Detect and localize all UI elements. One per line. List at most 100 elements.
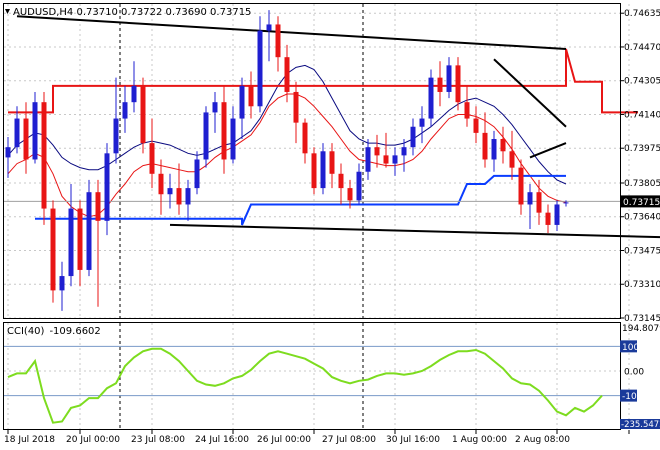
cci-title: CCI(40) -109.6602 (7, 326, 101, 337)
trendline (529, 142, 567, 159)
candle-body (32, 102, 38, 160)
cci-level-badge (620, 389, 637, 402)
candle-body (428, 77, 434, 119)
time-axis: 18 Jul 2018 20 Jul 00:00 23 Jul 08:00 24 Ju… (4, 430, 630, 445)
candle-body (23, 118, 29, 160)
candle-body (446, 65, 452, 92)
candle-body (113, 118, 119, 154)
cci-level-badge (620, 340, 637, 353)
candle-body (320, 151, 326, 189)
candle-body (365, 147, 371, 172)
candle-body (545, 212, 551, 225)
candle-body (509, 151, 515, 168)
candle-body (293, 91, 299, 123)
collapse-triangle-icon[interactable] (5, 9, 10, 14)
cci-level-label: -100 (622, 392, 643, 402)
candle-body (212, 102, 218, 113)
candle-body (194, 159, 200, 189)
cci-line (7, 347, 603, 424)
candle-body (248, 85, 254, 107)
trendline (493, 58, 567, 128)
price-tick-label: 0.74305 (624, 77, 660, 87)
price-tick-label: 0.73975 (624, 144, 660, 154)
candle-body (203, 112, 209, 160)
candle-body (50, 208, 56, 291)
cci-panel (4, 345, 620, 424)
time-tick-label: 2 Aug 08:00 (515, 435, 570, 445)
trendline (16, 15, 567, 51)
candle-body (77, 208, 83, 270)
candle-body (221, 102, 227, 160)
fractal-up-line (8, 48, 638, 114)
main-plot-frame (3, 3, 621, 319)
fractal-down-line (35, 174, 566, 226)
candle-body (392, 155, 398, 164)
cci-top-label: 194.8079 (622, 324, 660, 334)
candle-body (149, 143, 155, 174)
candle-body (518, 167, 524, 205)
candle-body (122, 102, 128, 119)
cci-level-label: 100 (622, 343, 639, 353)
price-tick-label: 0.73310 (624, 280, 660, 290)
candle-body (374, 147, 380, 156)
time-tick-label: 20 Jul 00:00 (66, 435, 120, 445)
candle-body (275, 24, 281, 58)
cci-plot-frame (3, 322, 621, 430)
cci-bottom-label: -235.5472 (621, 420, 660, 430)
time-tick-label: 27 Jul 08:00 (322, 435, 376, 445)
cci-bottom-badge (620, 419, 660, 429)
candle-body (104, 153, 110, 221)
time-tick-label: 1 Aug 00:00 (452, 435, 507, 445)
candle-body (14, 118, 20, 148)
trendline (169, 223, 660, 239)
candle-body (383, 155, 389, 164)
candle-body (356, 171, 362, 201)
candle-body (176, 188, 182, 205)
candle-body (410, 126, 416, 148)
candle-body (347, 188, 353, 201)
candle-body (419, 118, 425, 127)
candle-body (536, 192, 542, 213)
candle-body (239, 85, 245, 119)
candle-body (158, 173, 164, 195)
cci-level-label: 0.00 (624, 367, 644, 377)
candle-body (491, 139, 497, 160)
price-tick-label: 0.74635 (624, 9, 660, 19)
time-tick-label: 24 Jul 16:00 (195, 435, 249, 445)
price-tick-label: 0.73145 (624, 314, 660, 324)
candle-body (401, 147, 407, 156)
candle-body (266, 24, 272, 31)
candle-body (5, 147, 11, 158)
candles (5, 10, 569, 311)
candle-body (59, 276, 65, 291)
candle-body (554, 204, 560, 225)
cci-name: CCI(40) (7, 326, 45, 337)
price-tick-label: 0.73805 (624, 179, 660, 189)
price-axis: 0.74635 0.74470 0.74305 0.74140 0.73975 0.738… (620, 9, 660, 324)
price-tick-label: 0.74140 (624, 110, 660, 120)
candle-body (230, 118, 236, 160)
time-tick-label: 30 Jul 16:00 (386, 435, 440, 445)
price-tick-label: 0.74470 (624, 43, 660, 53)
indicator-overlays (4, 15, 660, 239)
time-tick-label: 26 Jul 00:00 (257, 435, 311, 445)
candle-body (473, 118, 479, 133)
cci-value: -109.6602 (49, 326, 100, 337)
candle-body (257, 30, 263, 107)
last-price-badge (620, 195, 660, 208)
candle-body (95, 192, 101, 221)
candle-body (329, 151, 335, 174)
candle-body (86, 192, 92, 270)
candle-body (284, 57, 290, 92)
candle-body (527, 192, 533, 205)
candle-body (185, 188, 191, 205)
time-tick-label: 18 Jul 2018 (4, 435, 55, 445)
candle-body (563, 202, 569, 204)
candle-body (140, 85, 146, 144)
price-tick-label: 0.73640 (624, 213, 660, 223)
candle-body (482, 132, 488, 160)
candle-body (41, 102, 47, 209)
candle-body (68, 208, 74, 277)
